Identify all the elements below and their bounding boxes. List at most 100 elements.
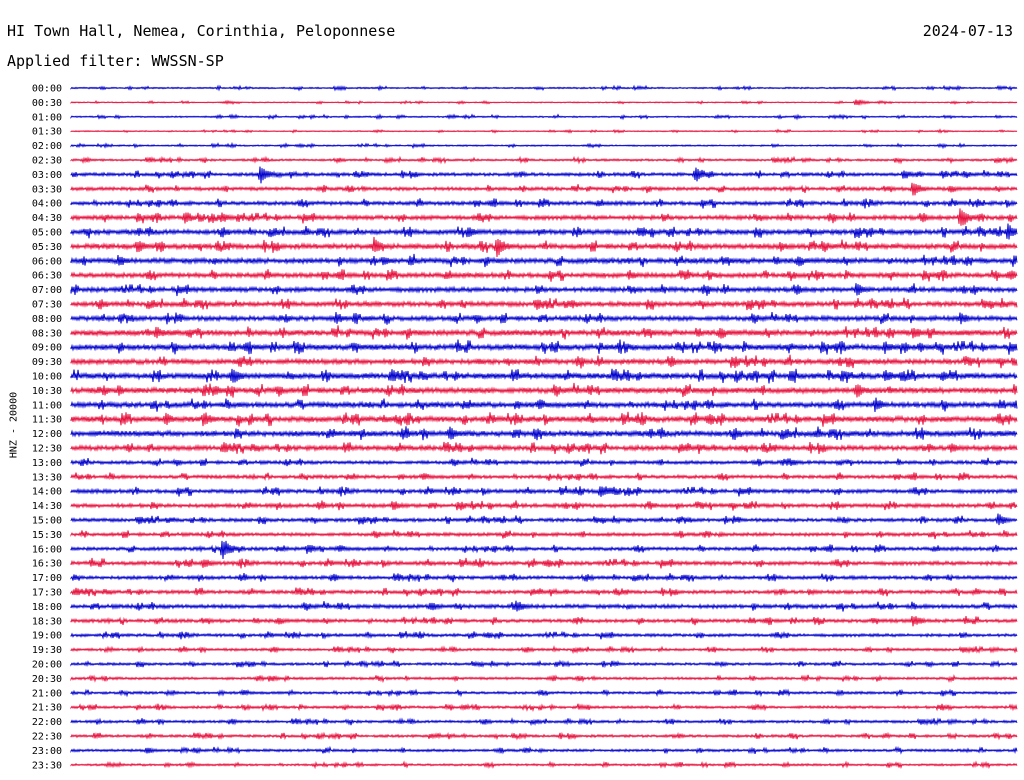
trace-line [70, 166, 1018, 184]
time-label: 03:30 [32, 184, 62, 195]
time-label: 22:30 [32, 732, 62, 743]
trace-line [70, 472, 1018, 482]
trace-line [70, 113, 1018, 121]
trace-line [70, 382, 1018, 398]
trace-line [70, 311, 1018, 325]
time-label-group: 00:00 00:30 01:00 01:30 02:00 02:30 03:00 03:30… [32, 84, 62, 772]
time-label: 21:30 [32, 703, 62, 714]
time-label: 22:00 [32, 717, 62, 728]
time-label: 06:00 [32, 256, 62, 267]
time-label: 07:30 [32, 300, 62, 311]
time-label: 04:30 [32, 213, 62, 224]
trace-line [70, 253, 1018, 268]
trace-line [70, 587, 1018, 597]
time-label: 17:00 [32, 573, 62, 584]
trace-line [70, 426, 1018, 441]
time-label: 05:30 [32, 242, 62, 253]
trace-line [70, 325, 1018, 340]
time-label: 08:30 [32, 328, 62, 339]
trace-line [70, 674, 1018, 684]
time-label: 07:00 [32, 285, 62, 296]
time-label: 18:00 [32, 602, 62, 613]
trace-line [70, 760, 1018, 770]
trace-line [70, 513, 1018, 526]
time-label: 12:00 [32, 429, 62, 440]
time-label: 12:30 [32, 444, 62, 455]
trace-line [70, 573, 1018, 583]
trace-line [70, 616, 1018, 627]
time-label: 08:00 [32, 314, 62, 325]
time-label: 04:00 [32, 199, 62, 210]
time-label: 06:30 [32, 271, 62, 282]
trace-line [70, 269, 1018, 282]
time-label: 14:00 [32, 487, 62, 498]
trace-line [70, 441, 1018, 455]
trace-line [70, 645, 1018, 655]
time-label: 02:00 [32, 141, 62, 152]
trace-line [70, 141, 1018, 150]
trace-line [70, 731, 1018, 741]
trace-line [70, 411, 1018, 427]
trace-line [70, 198, 1018, 209]
trace-line [70, 223, 1018, 240]
time-label: 11:30 [32, 415, 62, 426]
time-label: 18:30 [32, 616, 62, 627]
time-label: 17:30 [32, 588, 62, 599]
trace-line [70, 540, 1018, 560]
time-label: 01:00 [32, 112, 62, 123]
trace-line [70, 745, 1018, 755]
time-label: 02:30 [32, 156, 62, 167]
record-date: 2024-07-13 [922, 22, 1013, 40]
time-label: 19:30 [32, 645, 62, 656]
trace-line [70, 368, 1018, 384]
trace-line [70, 717, 1018, 727]
trace-line [70, 485, 1018, 497]
trace-line [70, 128, 1018, 134]
trace-line [70, 283, 1018, 297]
trace-line [70, 557, 1018, 569]
time-label: 23:30 [32, 760, 62, 771]
trace-line [70, 155, 1018, 165]
filter-label: Applied filter: WWSSN-SP [7, 52, 224, 70]
time-label: 15:30 [32, 530, 62, 541]
time-label: 19:00 [32, 631, 62, 642]
trace-line [70, 529, 1018, 540]
trace-line [70, 182, 1018, 196]
time-label: 20:30 [32, 674, 62, 685]
trace-line [70, 500, 1018, 511]
trace-line [70, 354, 1018, 369]
time-label: 03:00 [32, 170, 62, 181]
time-label: 16:00 [32, 544, 62, 555]
time-label: 00:00 [32, 84, 62, 95]
time-label: 10:00 [32, 372, 62, 383]
time-label: 05:00 [32, 228, 62, 239]
time-label: 09:00 [32, 343, 62, 354]
trace-line [70, 99, 1018, 106]
time-label: 13:00 [32, 458, 62, 469]
trace-line [70, 339, 1018, 355]
time-label: 20:00 [32, 660, 62, 671]
trace-line [70, 457, 1018, 467]
trace-line [70, 702, 1018, 712]
time-label: 21:00 [32, 688, 62, 699]
time-label: 01:30 [32, 127, 62, 138]
time-label: 14:30 [32, 501, 62, 512]
time-label: 09:30 [32, 357, 62, 368]
time-label: 11:00 [32, 400, 62, 411]
trace-group [70, 84, 1018, 770]
time-label: 16:30 [32, 559, 62, 570]
time-label: 00:30 [32, 98, 62, 109]
time-label: 15:00 [32, 516, 62, 527]
time-label: 23:00 [32, 746, 62, 757]
trace-line [70, 297, 1018, 311]
trace-line [70, 600, 1018, 612]
station-title: HI Town Hall, Nemea, Corinthia, Peloponn… [7, 22, 396, 40]
trace-line [70, 236, 1018, 258]
trace-line [70, 659, 1018, 669]
time-label: 13:30 [32, 472, 62, 483]
trace-line [70, 84, 1018, 92]
trace-line [70, 397, 1018, 413]
trace-line [70, 630, 1018, 640]
time-label: 10:30 [32, 386, 62, 397]
